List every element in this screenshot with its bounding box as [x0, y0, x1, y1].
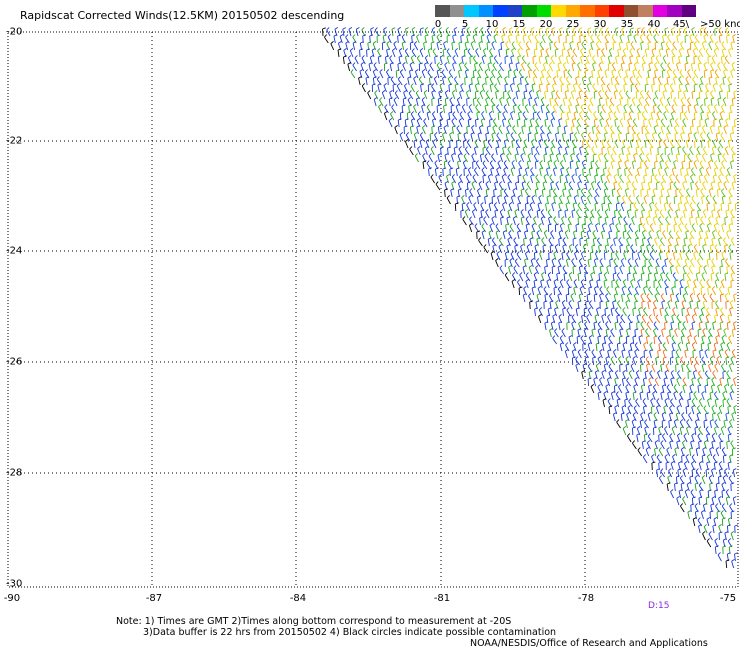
colorbar-tick-label: 5: [461, 19, 469, 30]
colorbar-tick-label: 30: [593, 19, 607, 30]
colorbar-units-label: >50 knots: [700, 19, 740, 30]
colorbar-tick-label: 40: [647, 19, 661, 30]
wind-speed-colorbar: [435, 5, 696, 17]
colorbar-swatch: [464, 5, 479, 17]
colorbar-swatch: [609, 5, 624, 17]
colorbar-swatch: [551, 5, 566, 17]
lon-label: -75: [719, 593, 737, 604]
lat-label: -20: [6, 26, 23, 38]
colorbar-tick-label: 20: [539, 19, 553, 30]
lon-label: -81: [433, 593, 451, 604]
note-line-3: NOAA/NESDIS/Office of Research and Appli…: [470, 638, 708, 649]
lat-label: -26: [6, 356, 23, 368]
colorbar-swatch: [623, 5, 638, 17]
colorbar-swatch: [435, 5, 450, 17]
lat-label: -22: [6, 135, 23, 147]
colorbar-tick-label: 35: [620, 19, 634, 30]
colorbar-tick-label: 0: [434, 19, 442, 30]
pass-time-tag: D:15: [648, 601, 670, 611]
colorbar-tick-label: 15: [512, 19, 526, 30]
colorbar-swatch: [565, 5, 580, 17]
colorbar-swatch: [681, 5, 696, 17]
colorbar-swatch: [522, 5, 537, 17]
colorbar-swatch: [652, 5, 667, 17]
colorbar-swatch: [493, 5, 508, 17]
wind-barbs: [322, 27, 739, 569]
colorbar-swatch: [594, 5, 609, 17]
lat-label: -30: [6, 578, 23, 590]
colorbar-tick-label: 25: [566, 19, 580, 30]
colorbar-swatch: [449, 5, 464, 17]
colorbar-swatch: [580, 5, 595, 17]
lat-label: -24: [6, 245, 23, 257]
lat-lon-grid: [8, 32, 738, 587]
colorbar-tick-label: 10: [485, 19, 499, 30]
lon-label: -90: [3, 593, 21, 604]
note-line-1: Note: 1) Times are GMT 2)Times along bot…: [116, 616, 512, 627]
colorbar-swatch: [667, 5, 682, 17]
lon-label: -78: [577, 593, 595, 604]
colorbar-swatch: [536, 5, 551, 17]
lat-label: -28: [6, 467, 23, 479]
note-line-2: 3)Data buffer is 22 hrs from 20150502 4)…: [143, 627, 557, 638]
colorbar-swatch: [507, 5, 522, 17]
map-frame: [7, 31, 739, 588]
lon-label: -84: [289, 593, 307, 604]
colorbar-tick-label: 45\: [672, 19, 690, 30]
colorbar-swatch: [478, 5, 493, 17]
map-title: Rapidscat Corrected Winds(12.5KM) 201505…: [20, 9, 345, 22]
lon-label: -87: [145, 593, 163, 604]
colorbar-swatch: [638, 5, 653, 17]
